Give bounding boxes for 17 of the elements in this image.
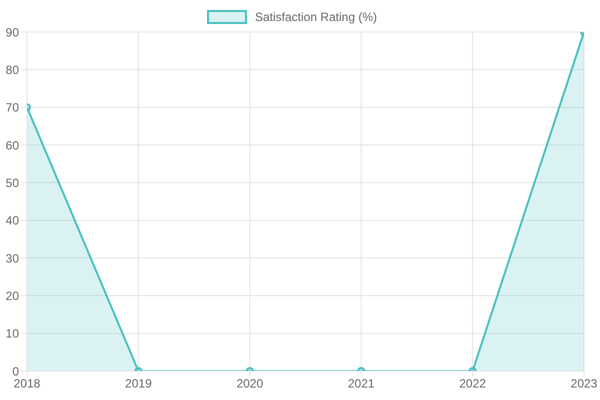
x-tick-label: 2020 [236, 376, 264, 391]
x-tick-label: 2023 [570, 376, 598, 391]
y-tick-label: 30 [6, 251, 20, 266]
x-tick-label: 2018 [14, 376, 41, 391]
y-tick-label: 80 [6, 62, 20, 77]
y-tick-label: 90 [6, 25, 20, 40]
y-tick-label: 70 [6, 100, 20, 115]
y-tick-label: 50 [6, 176, 20, 190]
y-tick-label: 0 [12, 364, 20, 378]
x-tick-label: 2019 [125, 376, 152, 391]
y-tick-label: 40 [6, 214, 20, 228]
legend-label: Satisfaction Rating (%) [254, 10, 378, 24]
y-tick-label: 60 [6, 138, 20, 152]
y-tick-label: 10 [6, 326, 20, 341]
y-tick-label: 20 [6, 288, 20, 303]
x-tick-label: 2021 [348, 376, 375, 391]
x-tick-label: 2022 [459, 376, 486, 391]
